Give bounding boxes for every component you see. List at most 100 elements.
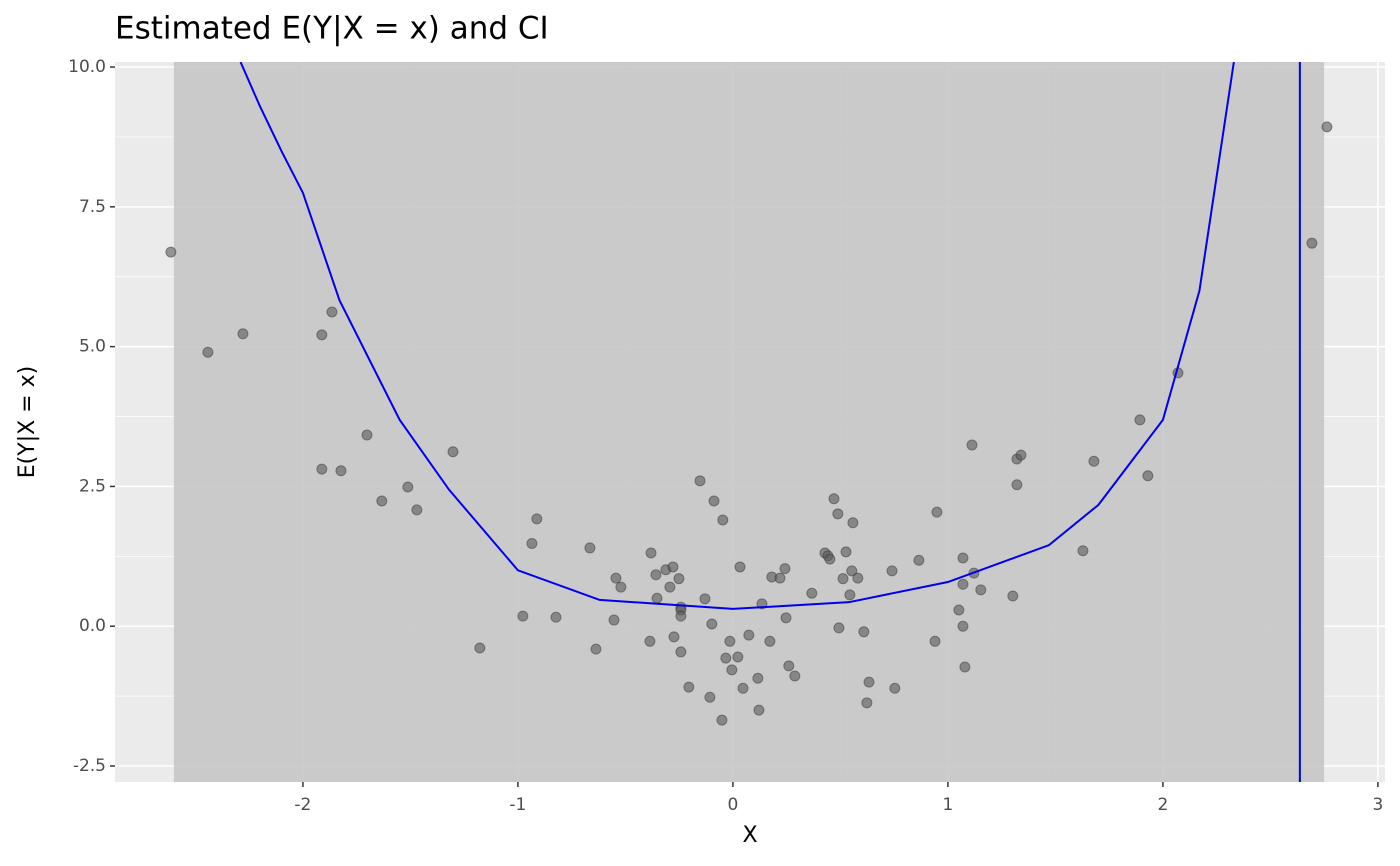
data-point [668, 631, 680, 643]
x-tick-label: 2 [1157, 795, 1168, 815]
data-point [861, 697, 873, 709]
data-point [316, 463, 328, 475]
data-point [959, 661, 971, 673]
x-tick-label: -1 [509, 795, 526, 815]
data-point [1077, 545, 1089, 557]
data-point [1321, 121, 1333, 133]
data-point [402, 481, 414, 493]
data-point [886, 565, 898, 577]
data-point [584, 542, 596, 554]
chart-title: Estimated E(Y|X = x) and CI [115, 11, 549, 47]
data-point [675, 610, 687, 622]
data-point [780, 612, 792, 624]
data-point [1007, 590, 1019, 602]
data-point [550, 611, 562, 623]
data-point [824, 553, 836, 565]
data-point [783, 660, 795, 672]
data-point [957, 578, 969, 590]
data-point [929, 635, 941, 647]
data-point [1306, 237, 1318, 249]
data-point [953, 604, 965, 616]
data-point [716, 714, 728, 726]
data-point [615, 581, 627, 593]
data-point [699, 593, 711, 605]
data-point [706, 618, 718, 630]
data-point [704, 691, 716, 703]
y-tick-label: 0.0 [79, 616, 106, 636]
x-tick-label: 0 [727, 795, 738, 815]
data-point [840, 546, 852, 558]
data-point [863, 676, 875, 688]
data-point [237, 328, 249, 340]
fitted-curve [239, 62, 1235, 610]
data-point [1015, 449, 1027, 461]
data-point [847, 517, 859, 529]
data-point [335, 465, 347, 477]
plot-layer [165, 62, 1333, 782]
data-point [779, 563, 791, 575]
data-point [931, 506, 943, 518]
data-point [675, 646, 687, 658]
data-point [651, 592, 663, 604]
data-point [966, 439, 978, 451]
data-point [694, 475, 706, 487]
data-point [1134, 414, 1146, 426]
data-point [1088, 455, 1100, 467]
x-tick-label: 3 [1372, 795, 1383, 815]
data-point [724, 635, 736, 647]
data-point [316, 329, 328, 341]
data-point [447, 446, 459, 458]
confidence-band [173, 62, 1325, 782]
data-point [828, 493, 840, 505]
data-point [957, 552, 969, 564]
data-point [774, 572, 786, 584]
data-point [852, 572, 864, 584]
y-tick-label: 10.0 [68, 57, 106, 77]
data-point [717, 514, 729, 526]
data-point [361, 429, 373, 441]
data-point [764, 635, 776, 647]
data-point [913, 554, 925, 566]
data-point [610, 572, 622, 584]
data-point [858, 626, 870, 638]
data-point [708, 495, 720, 507]
data-point [846, 565, 858, 577]
data-point [202, 346, 214, 358]
data-point [833, 622, 845, 634]
data-point [957, 620, 969, 632]
data-point [889, 682, 901, 694]
x-tick-label: 1 [942, 795, 953, 815]
data-point [673, 573, 685, 585]
x-axis-label: X [742, 823, 757, 848]
data-point [517, 610, 529, 622]
data-point [590, 643, 602, 655]
data-point [753, 704, 765, 716]
data-point [644, 635, 656, 647]
data-point [683, 681, 695, 693]
data-point [411, 504, 423, 516]
data-point [844, 589, 856, 601]
y-tick-label: -2.5 [73, 756, 106, 776]
data-point [474, 642, 486, 654]
y-tick-label: 2.5 [79, 476, 106, 496]
data-point [645, 547, 657, 559]
data-point [667, 561, 679, 573]
y-axis-label: E(Y|X = x) [15, 366, 40, 478]
data-point [664, 581, 676, 593]
data-point [326, 306, 338, 318]
data-point [734, 561, 746, 573]
y-tick-label: 5.0 [79, 337, 106, 357]
data-point [806, 587, 818, 599]
data-point [650, 569, 662, 581]
data-point [165, 246, 177, 258]
data-point [832, 508, 844, 520]
x-tick-label: -2 [294, 795, 311, 815]
data-point [726, 664, 738, 676]
y-tick-label: 7.5 [79, 197, 106, 217]
data-point [608, 614, 620, 626]
data-point [743, 629, 755, 641]
data-point [737, 682, 749, 694]
data-point [732, 651, 744, 663]
data-point [789, 670, 801, 682]
